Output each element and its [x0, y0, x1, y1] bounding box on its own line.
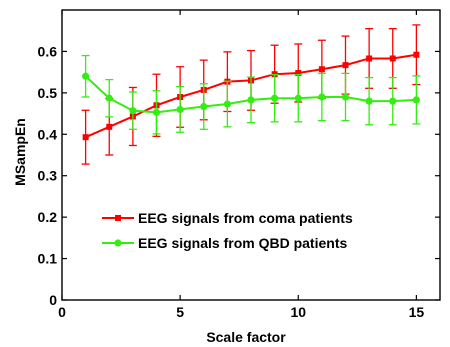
axes-layer: 0 5 10 15 0 0.1 0.2 0.3 0.4 0.5 0.6	[38, 9, 441, 320]
data-point	[223, 100, 231, 108]
data-point	[106, 123, 113, 130]
data-point	[341, 93, 350, 101]
legend-label: EEG signals from coma patients	[138, 210, 353, 226]
legend-marker	[114, 239, 122, 247]
data-point	[366, 55, 373, 62]
legend-entry-1: EEG signals from coma patients	[102, 210, 353, 226]
y-tick-label: 0	[49, 292, 57, 308]
data-point	[365, 97, 373, 105]
x-tick-label: 5	[176, 304, 184, 320]
y-axis-label: MSampEn	[12, 118, 28, 186]
y-tick-label: 0.4	[38, 126, 58, 142]
y-tick-label: 0.5	[38, 85, 58, 101]
legend-label: EEG signals from QBD patients	[138, 235, 347, 251]
data-point	[318, 93, 326, 101]
legend-entry-2: EEG signals from QBD patients	[102, 235, 347, 251]
data-point	[129, 107, 137, 115]
x-tick-label: 15	[409, 304, 425, 320]
data-point	[295, 69, 302, 76]
y-tick-label: 0.2	[38, 209, 58, 225]
data-point	[389, 97, 397, 105]
data-point	[82, 134, 89, 141]
data-point	[389, 55, 396, 62]
legend: EEG signals from coma patients EEG signal…	[102, 210, 353, 251]
x-tick-label: 0	[58, 304, 66, 320]
data-point	[294, 94, 302, 102]
y-tick-label: 0.3	[38, 168, 58, 184]
data-point	[342, 62, 349, 69]
data-point	[413, 51, 420, 58]
y-tick-label: 0.6	[38, 43, 58, 59]
data-point	[271, 94, 279, 102]
y-tick-label: 0.1	[38, 251, 58, 267]
legend-marker	[115, 215, 121, 221]
data-point	[200, 102, 208, 111]
x-axis-label: Scale factor	[206, 329, 286, 345]
data-point	[176, 105, 184, 114]
data-point	[247, 96, 255, 104]
series-2	[81, 54, 421, 135]
data-point	[82, 72, 90, 80]
series-layer	[81, 24, 421, 165]
data-point	[318, 66, 325, 73]
data-point	[105, 94, 113, 102]
x-tick-label: 10	[290, 304, 306, 320]
data-point	[412, 96, 420, 104]
axes-frame	[61, 9, 441, 301]
data-point	[152, 108, 161, 116]
